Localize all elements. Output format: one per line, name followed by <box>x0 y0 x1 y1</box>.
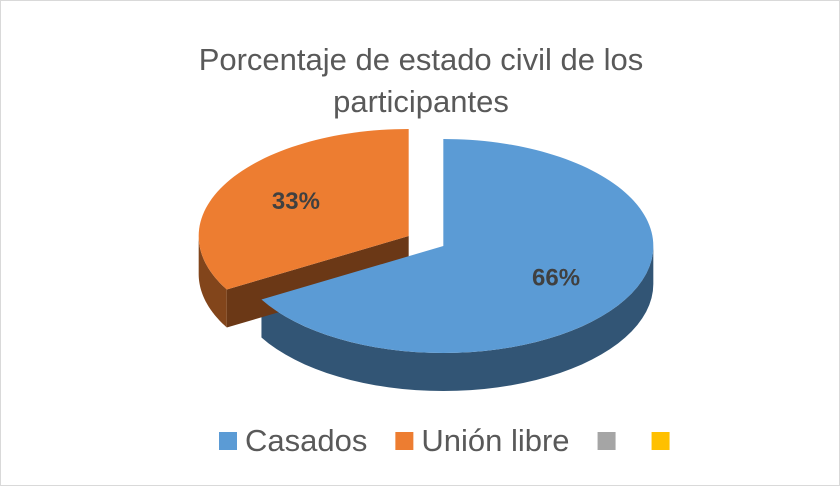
slice <box>261 139 654 353</box>
slice <box>198 129 409 290</box>
chart-title: Porcentaje de estado civil de los partic… <box>198 42 644 119</box>
legend-swatch <box>395 432 414 450</box>
slice-side <box>198 236 227 328</box>
legend-swatch <box>597 432 616 450</box>
legend-label: Casados <box>245 423 367 458</box>
legend-label: Unión libre <box>421 423 569 458</box>
data-label: 66% <box>532 265 580 292</box>
legend-swatch <box>219 432 237 450</box>
data-label: 33% <box>272 188 320 215</box>
legend-swatch <box>651 432 670 450</box>
slice-side <box>261 246 654 391</box>
